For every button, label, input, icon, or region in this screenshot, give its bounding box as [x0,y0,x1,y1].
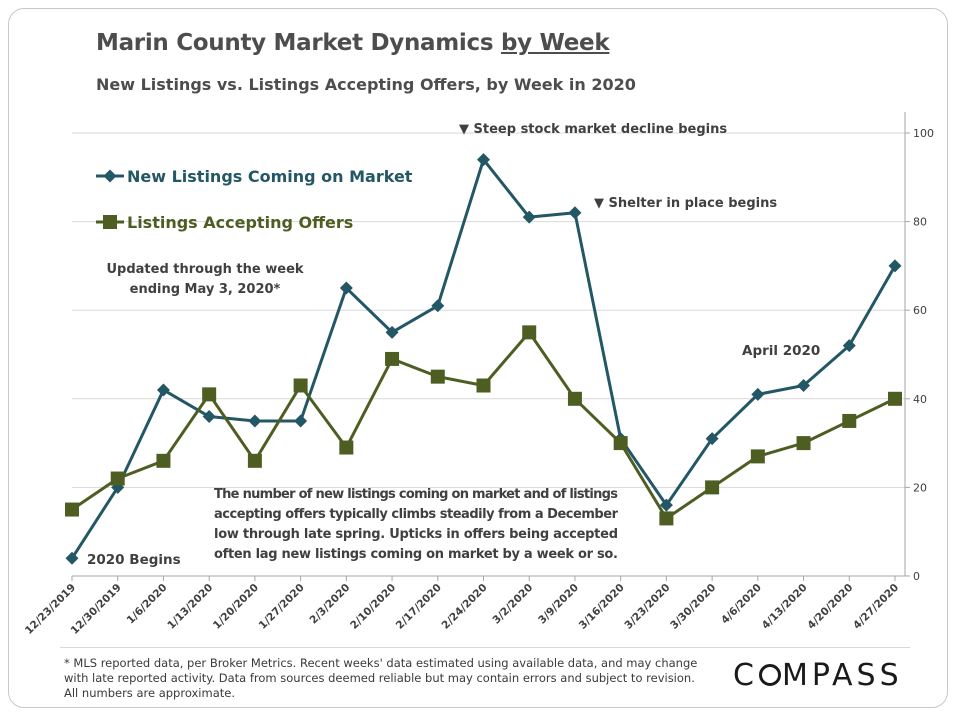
data-point-diamond [659,498,673,512]
data-point-diamond [568,206,582,220]
data-point-square [705,480,720,495]
logo-ring-icon [758,664,781,686]
page-title: Marin County Market Dynamics by Week [96,30,610,56]
data-point-square [888,391,902,406]
data-point-diamond [65,551,79,565]
x-tick-label: 4/13/2020 [760,582,810,632]
x-tick-label: 2/3/2020 [308,582,353,627]
annotation-note-line: The number of new listings coming on mar… [214,487,618,502]
x-tick-label: 1/6/2020 [125,582,170,627]
compass-logo: C MPASS [733,658,903,693]
legend-marker-square [103,215,117,229]
data-point-square [156,453,171,468]
data-point-square [247,453,262,468]
annotation-updated-line1: Updated through the week [106,262,303,277]
footnote: * MLS reported data, per Broker Metrics.… [64,656,698,700]
y-tick-label: 100 [913,127,934,140]
x-tick-label: 3/23/2020 [622,582,672,632]
y-tick-label: 40 [913,393,927,406]
legend-label: Listings Accepting Offers [127,213,353,232]
page-subtitle: New Listings vs. Listings Accepting Offe… [96,75,636,94]
data-point-square [796,436,811,451]
annotation-stock-decline: ▼ Steep stock market decline begins [459,122,727,137]
x-tick-label: 1/27/2020 [257,582,307,632]
data-point-square [430,369,445,384]
x-tick-label: 3/30/2020 [668,582,718,632]
data-point-diamond [339,281,353,295]
data-point-square [202,387,217,402]
data-point-square [385,351,400,366]
data-point-diamond [522,210,536,224]
data-point-diamond [842,339,856,353]
data-point-square [339,440,354,455]
x-tick-label: 3/9/2020 [536,582,581,627]
y-tick-label: 20 [913,481,927,494]
x-tick-label: 4/20/2020 [805,582,855,632]
data-point-diamond [888,259,902,273]
data-point-diamond [248,414,262,428]
data-point-diamond [477,153,490,167]
title-main: Marin County Market Dynamics [96,30,501,56]
x-tick-label: 4/6/2020 [719,582,764,627]
annotation-updated-line2: ending May 3, 2020* [130,282,281,297]
annotation-shelter-in-place: ▼ Shelter in place begins [594,196,777,211]
y-tick-label: 0 [913,570,920,583]
data-point-square [522,325,537,340]
data-point-square [293,378,308,393]
data-point-diamond [751,387,765,401]
x-tick-label: 2/24/2020 [440,582,490,632]
data-point-square [567,391,582,406]
data-point-square [65,502,79,517]
y-tick-label: 60 [913,304,927,317]
annotation-2020-begins: 2020 Begins [87,552,181,568]
title-underlined: by Week [500,30,610,56]
slide-card [8,8,948,708]
data-point-diamond [385,325,399,339]
data-point-diamond [294,414,308,428]
x-tick-label: 2/17/2020 [394,582,444,632]
legend-marker-diamond [103,169,117,183]
data-point-diamond [705,432,719,446]
x-tick-label: 1/13/2020 [165,582,215,632]
x-tick-label: 2/10/2020 [348,582,398,632]
data-point-diamond [156,383,170,397]
data-point-square [842,413,857,428]
annotation-note-line: often lag new listings coming on market … [214,547,618,562]
footer-divider [60,647,910,648]
x-tick-label: 4/27/2020 [851,582,901,632]
data-point-square [613,436,628,451]
annotation-note-line: low through late spring. Upticks in offe… [214,527,618,542]
data-point-square [476,378,491,393]
legend-label: New Listings Coming on Market [127,167,413,186]
x-tick-label: 1/20/2020 [211,582,261,632]
data-point-diamond [797,379,811,393]
data-point-diamond [202,410,216,424]
x-tick-label: 3/2/2020 [490,582,535,627]
y-tick-label: 80 [913,216,927,229]
annotation-note-line: accepting offers typically climbs steadi… [214,507,619,522]
data-point-square [659,511,674,526]
data-point-square [110,471,125,486]
x-tick-label: 3/16/2020 [577,582,627,632]
annotation-april-2020: April 2020 [742,343,820,359]
data-point-square [750,449,765,464]
data-point-diamond [431,299,445,313]
